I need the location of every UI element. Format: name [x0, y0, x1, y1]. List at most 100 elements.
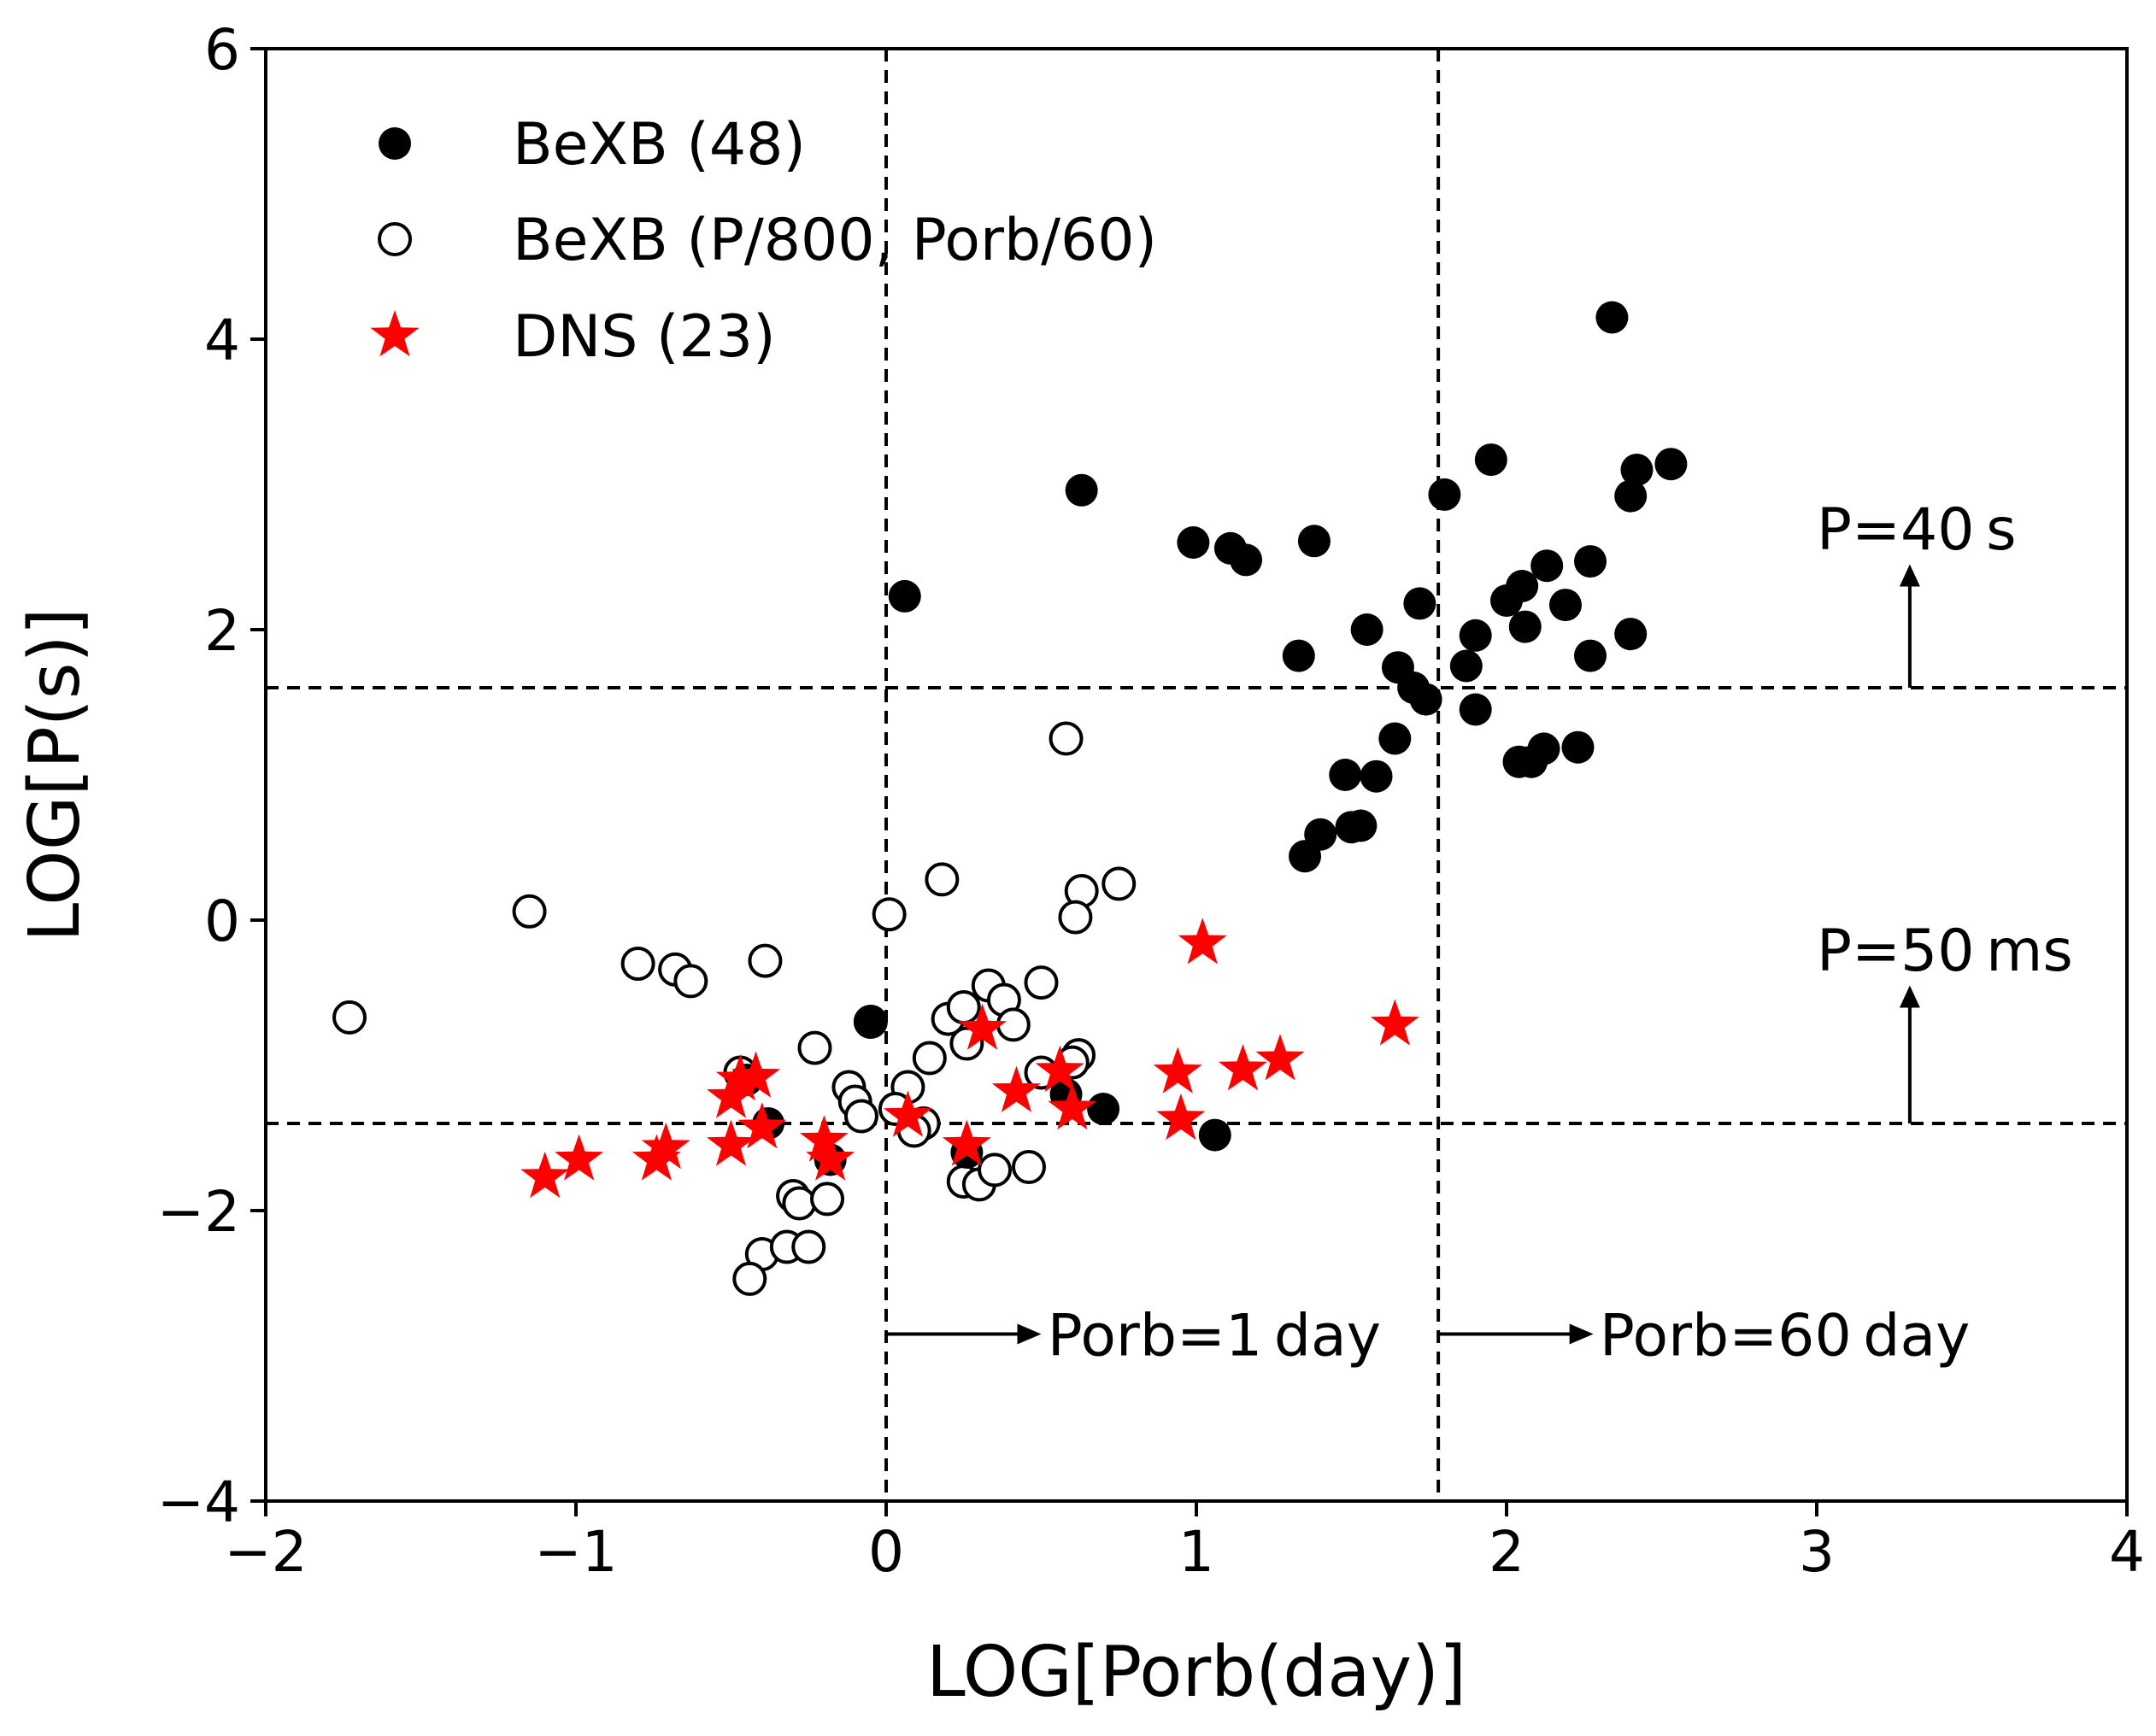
- data-point: [1177, 526, 1210, 559]
- y-tick-label: 6: [204, 17, 240, 83]
- x-tick-label: 4: [2109, 1519, 2145, 1585]
- data-point: [1508, 610, 1542, 643]
- data-point: [673, 964, 708, 999]
- x-axis-label: LOG[Porb(day)]: [926, 1632, 1466, 1713]
- data-point: [1255, 1034, 1305, 1081]
- data-point: [810, 1182, 845, 1217]
- data-point: [1011, 1150, 1046, 1184]
- data-point: [1289, 840, 1322, 873]
- x-tick-label: −2: [224, 1519, 307, 1585]
- data-point: [1360, 760, 1393, 793]
- data-point: [1515, 745, 1548, 778]
- reference-lines: [266, 49, 2127, 1501]
- data-point: [843, 1099, 878, 1134]
- data-point: [1378, 722, 1412, 755]
- data-point: [1282, 639, 1315, 672]
- legend-item: BeXB (48): [379, 111, 806, 179]
- annotation-label: P=50 ms: [1817, 918, 2073, 985]
- data-point: [1614, 479, 1648, 513]
- data-point: [942, 1119, 991, 1166]
- data-point: [1058, 900, 1093, 935]
- legend-label: BeXB (48): [513, 111, 806, 179]
- data-point: [1449, 649, 1483, 683]
- data-point: [1065, 473, 1098, 507]
- data-point: [1561, 730, 1595, 764]
- data-point: [978, 1152, 1013, 1188]
- data-point: [1574, 639, 1607, 672]
- y-tick-label: 2: [204, 598, 240, 664]
- y-axis-label: LOG[P(s)]: [15, 608, 96, 942]
- y-tick-label: 0: [204, 889, 240, 954]
- data-point: [872, 897, 907, 932]
- data-point: [1153, 1047, 1202, 1094]
- data-markers: [332, 301, 1688, 1296]
- annotation-arrowhead: [1569, 1323, 1594, 1345]
- data-point: [791, 1229, 826, 1264]
- data-point: [1156, 1093, 1206, 1141]
- data-point: [1620, 454, 1654, 486]
- data-point: [1428, 478, 1461, 511]
- legend-item: DNS (23): [370, 303, 776, 371]
- data-point: [958, 1003, 1008, 1050]
- data-point: [1048, 1083, 1097, 1130]
- data-point: [1595, 301, 1629, 334]
- data-point: [1574, 545, 1607, 578]
- data-point: [883, 1090, 932, 1137]
- data-point: [996, 1007, 1031, 1042]
- x-tick-label: 0: [868, 1519, 904, 1585]
- data-point: [1329, 759, 1362, 791]
- data-point: [797, 1030, 832, 1065]
- y-tick-label: 4: [204, 308, 240, 373]
- legend-label: DNS (23): [513, 303, 776, 371]
- data-point: [737, 1102, 787, 1149]
- data-point: [1370, 999, 1419, 1046]
- data-point: [707, 1119, 755, 1166]
- data-point: [1335, 811, 1368, 844]
- data-point: [620, 947, 655, 981]
- data-point: [1530, 549, 1564, 583]
- data-point: [946, 990, 981, 1024]
- series-filled-circle: [730, 301, 1688, 1176]
- legend-marker: [378, 222, 412, 256]
- series-star: [520, 918, 1419, 1199]
- data-point: [1049, 721, 1084, 756]
- data-point: [1035, 1045, 1084, 1093]
- annotation-arrowhead: [1899, 985, 1920, 1008]
- series-open-circle: [332, 721, 1137, 1296]
- data-point: [332, 1000, 367, 1035]
- data-point: [1614, 618, 1648, 651]
- annotations: P=40 s P=50 ms Porb=1 day Porb=60 day: [886, 496, 2073, 1370]
- x-tick-label: 3: [1799, 1519, 1835, 1585]
- legend-label: BeXB (P/800, Porb/60): [513, 207, 1157, 274]
- data-point: [731, 1051, 781, 1098]
- data-point: [912, 1041, 947, 1076]
- data-point: [806, 1134, 855, 1181]
- legend: BeXB (48) BeXB (P/800, Porb/60) DNS (23): [370, 111, 1157, 371]
- x-tick-label: 2: [1489, 1519, 1524, 1585]
- annotation-arrowhead: [1017, 1323, 1042, 1345]
- legend-item: BeXB (P/800, Porb/60): [378, 207, 1157, 274]
- annotation-label: Porb=60 day: [1600, 1303, 1970, 1370]
- data-point: [1459, 693, 1492, 726]
- data-point: [1350, 613, 1383, 646]
- data-point: [748, 943, 783, 978]
- data-point: [1548, 589, 1582, 622]
- data-point: [854, 1006, 887, 1038]
- x-tick-label: 1: [1178, 1519, 1214, 1585]
- data-point: [641, 1122, 690, 1170]
- data-point: [1087, 1093, 1120, 1125]
- legend-marker: [379, 127, 411, 160]
- y-tick-label: −4: [157, 1469, 240, 1535]
- annotation-arrowhead: [1899, 564, 1920, 587]
- data-point: [520, 1151, 570, 1199]
- data-point: [782, 1186, 817, 1221]
- data-point: [1474, 443, 1507, 477]
- data-point: [715, 1054, 765, 1101]
- annotation-label: P=40 s: [1817, 496, 2017, 564]
- legend-marker: [370, 310, 420, 357]
- data-point: [799, 1115, 849, 1162]
- data-point: [1459, 619, 1492, 652]
- data-point: [1101, 866, 1137, 901]
